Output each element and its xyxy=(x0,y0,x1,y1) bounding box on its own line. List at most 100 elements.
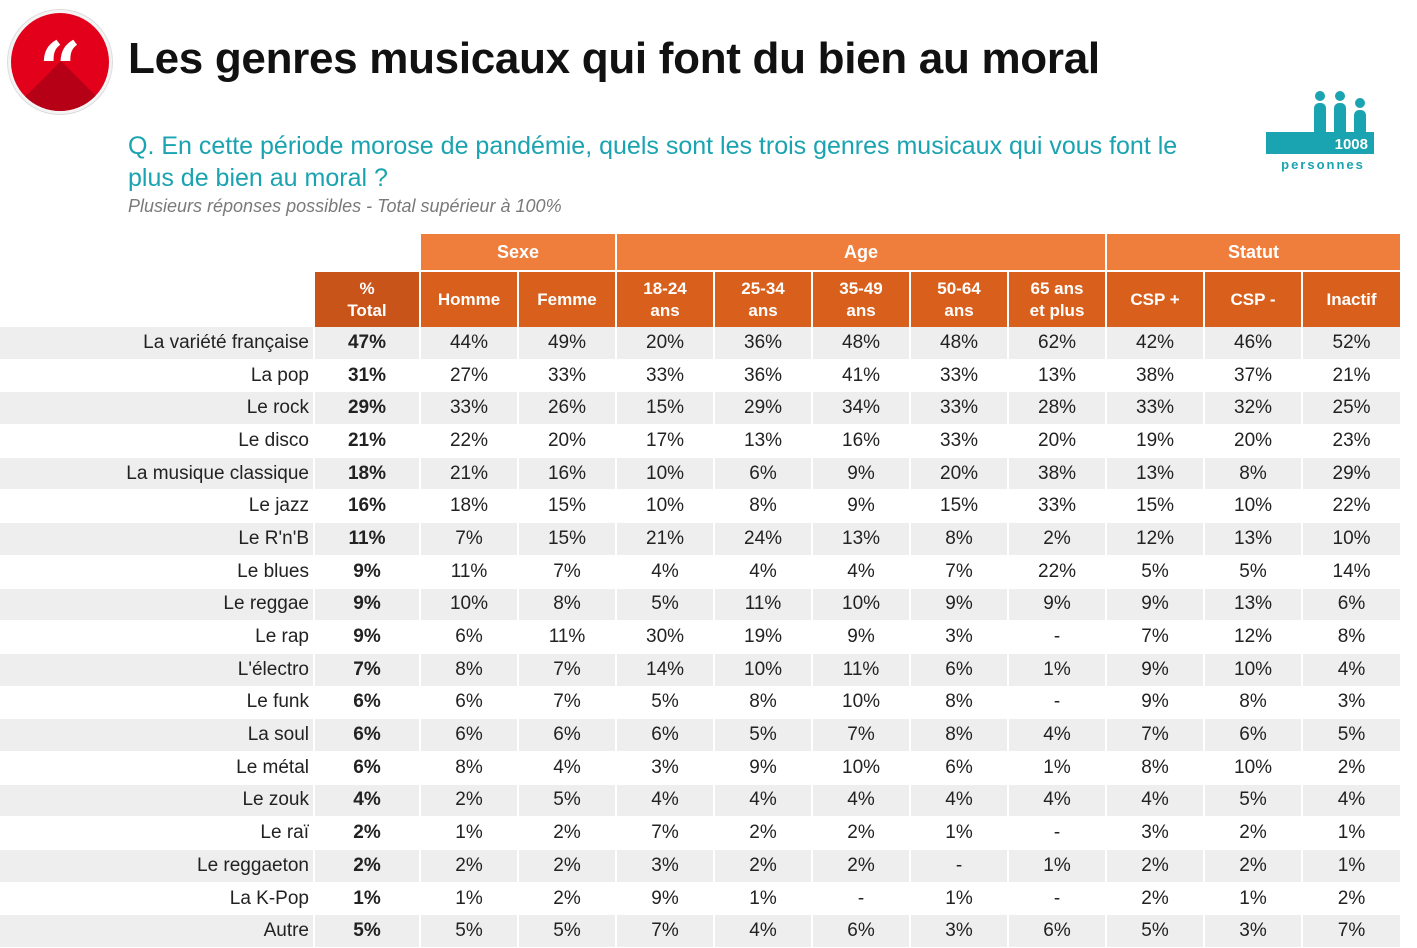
value-cell: 16% xyxy=(812,424,912,458)
column-header-18-24-ans: 18-24 ans xyxy=(616,270,716,327)
value-cell: 41% xyxy=(812,359,912,393)
value-cell: 5% xyxy=(1302,718,1403,752)
value-cell: 5% xyxy=(1204,784,1304,818)
value-cell: 1% xyxy=(1204,882,1304,916)
value-cell: 25% xyxy=(1302,391,1403,426)
row-label: Le reggaeton xyxy=(0,849,315,883)
value-cell: 27% xyxy=(420,359,519,393)
value-cell: 5% xyxy=(616,686,716,720)
value-cell: 2% xyxy=(714,816,814,850)
value-cell: 11% xyxy=(812,653,912,687)
value-cell: 8% xyxy=(420,653,519,687)
column-header-35-49-ans: 35-49 ans xyxy=(812,270,912,327)
value-cell: 48% xyxy=(910,327,1010,360)
value-cell: 17% xyxy=(616,424,716,458)
value-cell: 30% xyxy=(616,620,716,654)
value-cell: 2% xyxy=(1008,522,1108,556)
value-cell: 8% xyxy=(1302,620,1403,654)
value-cell: 46% xyxy=(1204,327,1304,360)
quote-glyph: “ xyxy=(38,27,82,111)
group-header-spacer xyxy=(0,234,421,271)
table-row: Le rap 9% 6% 11% 30% 19% 9% 3% -7% 12% 8% xyxy=(0,620,1403,654)
group-header-age: Age xyxy=(616,234,1108,271)
row-label: Le zouk xyxy=(0,784,315,818)
column-header-line1: Inactif xyxy=(1326,289,1377,309)
value-cell: 1% xyxy=(1008,751,1108,785)
value-cell: 6% xyxy=(714,457,814,491)
table-row: La musique classique 18% 21% 16% 10% 6% 9% 20% 3… xyxy=(0,457,1403,491)
value-cell: 6% xyxy=(910,653,1010,687)
value-cell: 2% xyxy=(1302,751,1403,785)
value-cell: 12% xyxy=(1106,522,1206,556)
total-cell: 6% xyxy=(314,751,421,785)
value-cell: 13% xyxy=(812,522,912,556)
value-cell: 7% xyxy=(518,555,618,589)
value-cell: 33% xyxy=(1008,489,1108,524)
row-label: La pop xyxy=(0,359,315,393)
value-cell: 5% xyxy=(1106,914,1206,948)
quote-icon: “ xyxy=(11,13,109,111)
value-cell: 6% xyxy=(420,686,519,720)
value-cell: 3% xyxy=(616,849,716,883)
value-cell: 15% xyxy=(1106,489,1206,524)
value-cell: 5% xyxy=(1106,555,1206,589)
value-cell: 5% xyxy=(518,784,618,818)
value-cell: 4% xyxy=(714,784,814,818)
column-header-line2: Total xyxy=(347,300,387,320)
value-cell: 62% xyxy=(1008,327,1108,360)
value-cell: 9% xyxy=(812,457,912,491)
total-cell: 21% xyxy=(314,424,421,458)
value-cell: 3% xyxy=(910,620,1010,654)
value-cell: 6% xyxy=(1008,914,1108,948)
value-cell: - xyxy=(1008,882,1108,916)
value-cell: 4% xyxy=(1106,784,1206,818)
value-cell: 13% xyxy=(714,424,814,458)
row-label: Le disco xyxy=(0,424,315,458)
value-cell: 16% xyxy=(518,457,618,491)
column-header-line1: CSP - xyxy=(1230,289,1276,309)
value-cell: 20% xyxy=(518,424,618,458)
value-cell: 14% xyxy=(1302,555,1403,589)
row-label: Le funk xyxy=(0,686,315,720)
value-cell: - xyxy=(910,849,1010,883)
value-cell: 14% xyxy=(616,653,716,687)
value-cell: 4% xyxy=(616,555,716,589)
table-row: Le reggae 9% 10% 8% 5% 11% 10% 9% 9% 9% 13% 6% xyxy=(0,588,1403,622)
value-cell: 1% xyxy=(1008,849,1108,883)
column-header-65-ans-et-plus: 65 ans et plus xyxy=(1008,270,1108,327)
row-label: L'électro xyxy=(0,653,315,687)
value-cell: 9% xyxy=(812,620,912,654)
value-cell: 10% xyxy=(616,457,716,491)
value-cell: 23% xyxy=(1302,424,1403,458)
value-cell: 49% xyxy=(518,327,618,360)
value-cell: 5% xyxy=(420,914,519,948)
value-cell: 13% xyxy=(1204,522,1304,556)
value-cell: 15% xyxy=(518,522,618,556)
survey-question: Q. En cette période morose de pandémie, … xyxy=(128,132,1178,192)
value-cell: 7% xyxy=(616,914,716,948)
value-cell: 10% xyxy=(812,588,912,622)
column-header-line2: et plus xyxy=(1029,300,1085,320)
total-cell: 31% xyxy=(314,359,421,393)
value-cell: 7% xyxy=(518,653,618,687)
column-header-spacer xyxy=(0,271,315,327)
value-cell: 7% xyxy=(616,816,716,850)
value-cell: 15% xyxy=(910,489,1010,524)
value-cell: 10% xyxy=(812,686,912,720)
value-cell: 8% xyxy=(1204,686,1304,720)
value-cell: 19% xyxy=(714,620,814,654)
row-label: Le raï xyxy=(0,816,315,850)
value-cell: 2% xyxy=(1106,849,1206,883)
value-cell: 38% xyxy=(1008,457,1108,491)
value-cell: 44% xyxy=(420,327,519,360)
total-cell: 2% xyxy=(314,816,421,850)
value-cell: 33% xyxy=(616,359,716,393)
column-header-femme: Femme xyxy=(518,270,618,327)
row-label: Autre xyxy=(0,914,315,948)
value-cell: 2% xyxy=(420,849,519,883)
value-cell: 12% xyxy=(1204,620,1304,654)
value-cell: 29% xyxy=(714,391,814,426)
column-header-line1: 18-24 xyxy=(643,278,687,298)
value-cell: 42% xyxy=(1106,327,1206,360)
column-header-line2: ans xyxy=(846,300,876,320)
